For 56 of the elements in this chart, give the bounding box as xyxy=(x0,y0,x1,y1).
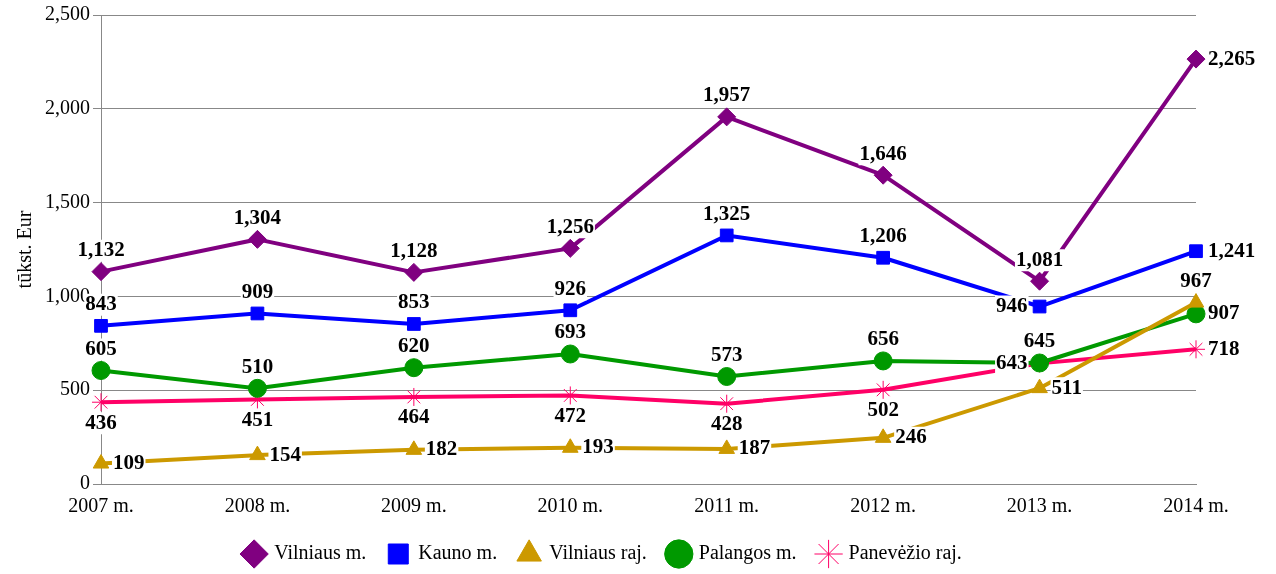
data-label: 109 xyxy=(113,449,145,474)
data-label: 472 xyxy=(554,402,587,427)
y-tick-label: 0 xyxy=(80,471,90,494)
data-label: 853 xyxy=(398,289,430,314)
data-label: 182 xyxy=(425,436,458,461)
data-label: 946 xyxy=(996,292,1028,317)
x-tick-label: 2010 m. xyxy=(537,494,604,517)
data-label: 909 xyxy=(241,278,274,303)
data-label: 605 xyxy=(85,335,117,360)
x-tick-label: 2012 m. xyxy=(850,494,916,517)
y-tick-label: 500 xyxy=(60,377,90,400)
y-tick-label: 2,500 xyxy=(45,2,90,25)
x-tick-label: 2014 m. xyxy=(1163,494,1229,517)
legend-label: Palangos m. xyxy=(698,541,797,565)
data-label: 1,325 xyxy=(703,200,751,225)
x-tick-label: 2011 m. xyxy=(694,494,760,517)
data-label: 1,957 xyxy=(703,82,751,107)
data-label: 1,206 xyxy=(859,223,907,248)
data-label: 718 xyxy=(1208,335,1240,360)
x-tick-label: 2013 m. xyxy=(1006,494,1073,517)
data-label: 1,128 xyxy=(390,237,438,262)
data-label: 187 xyxy=(738,435,771,460)
data-label: 1,646 xyxy=(859,140,907,165)
data-label: 907 xyxy=(1208,300,1240,325)
data-label: 1,081 xyxy=(1015,246,1064,271)
data-label: 656 xyxy=(867,326,899,351)
data-label: 2,265 xyxy=(1208,45,1256,70)
data-label: 464 xyxy=(398,404,431,429)
y-axis-title: tūkst. Eur xyxy=(13,210,36,289)
x-tick-label: 2007 m. xyxy=(68,494,134,517)
data-label: 154 xyxy=(269,441,302,466)
legend-label: Vilniaus raj. xyxy=(549,541,647,565)
data-label: 926 xyxy=(554,275,587,300)
data-label: 573 xyxy=(710,341,743,366)
y-tick-label: 2,000 xyxy=(45,96,90,119)
x-tick-label: 2009 m. xyxy=(381,494,447,517)
data-label: 1,132 xyxy=(77,237,125,262)
legend-label: Kauno m. xyxy=(418,541,498,564)
data-label: 246 xyxy=(895,424,927,449)
data-label: 620 xyxy=(398,333,430,358)
data-label: 193 xyxy=(582,434,614,459)
data-label: 1,241 xyxy=(1208,237,1256,262)
data-label: 502 xyxy=(867,397,899,422)
data-label: 1,256 xyxy=(546,213,594,238)
data-label: 1,304 xyxy=(233,204,282,229)
data-label: 693 xyxy=(554,319,587,344)
data-label: 436 xyxy=(85,409,117,434)
y-tick-label: 1,500 xyxy=(45,189,90,212)
legend-label: Vilniaus m. xyxy=(274,541,367,564)
data-label: 451 xyxy=(241,406,274,431)
legend-label: Panevėžio raj. xyxy=(848,541,962,565)
data-label: 511 xyxy=(1051,374,1082,399)
data-label: 510 xyxy=(241,353,274,378)
data-label: 967 xyxy=(1180,268,1212,293)
x-tick-label: 2008 m. xyxy=(224,494,291,517)
data-label: 428 xyxy=(710,411,743,436)
